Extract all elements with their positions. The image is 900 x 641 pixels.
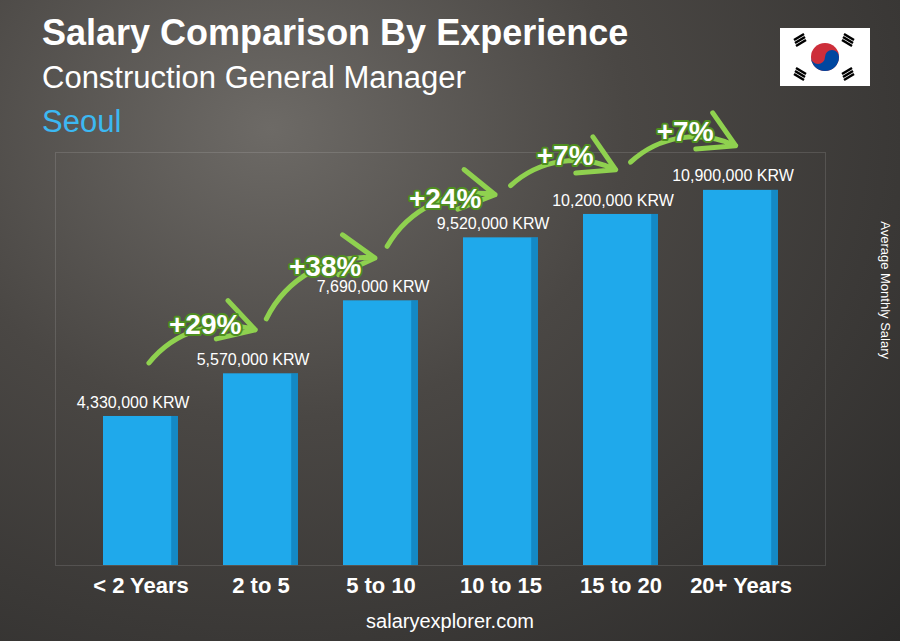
svg-text:10 to 15: 10 to 15 xyxy=(460,573,542,598)
svg-text:7,690,000 KRW: 7,690,000 KRW xyxy=(316,278,430,295)
svg-text:< 2 Years: < 2 Years xyxy=(93,573,189,598)
svg-text:15 to 20: 15 to 20 xyxy=(580,573,662,598)
svg-text:5,570,000 KRW: 5,570,000 KRW xyxy=(197,351,311,368)
html-text:Seoul: Seoul xyxy=(42,104,122,139)
svg-text:5 to 10: 5 to 10 xyxy=(346,573,416,598)
html-text:Construction General Manager: Construction General Manager xyxy=(42,60,466,95)
svg-text:+24%: +24% xyxy=(409,183,481,214)
html-text:Salary Comparison By Experienc: Salary Comparison By Experience xyxy=(42,12,629,53)
svg-text:20+ Years: 20+ Years xyxy=(690,573,792,598)
svg-text:4,330,000 KRW: 4,330,000 KRW xyxy=(77,394,191,411)
svg-text:Average Monthly Salary: Average Monthly Salary xyxy=(878,221,893,359)
svg-text:10,900,000 KRW: 10,900,000 KRW xyxy=(672,167,794,184)
html-text:salaryexplorer.com: salaryexplorer.com xyxy=(366,610,534,632)
svg-text:+38%: +38% xyxy=(289,251,361,282)
svg-text:+29%: +29% xyxy=(169,309,241,340)
svg-text:2 to 5: 2 to 5 xyxy=(232,573,289,598)
svg-text:10,200,000 KRW: 10,200,000 KRW xyxy=(552,192,674,209)
svg-text:9,520,000 KRW: 9,520,000 KRW xyxy=(437,215,551,232)
svg-text:+7%: +7% xyxy=(657,116,714,147)
svg-text:+7%: +7% xyxy=(537,140,594,171)
